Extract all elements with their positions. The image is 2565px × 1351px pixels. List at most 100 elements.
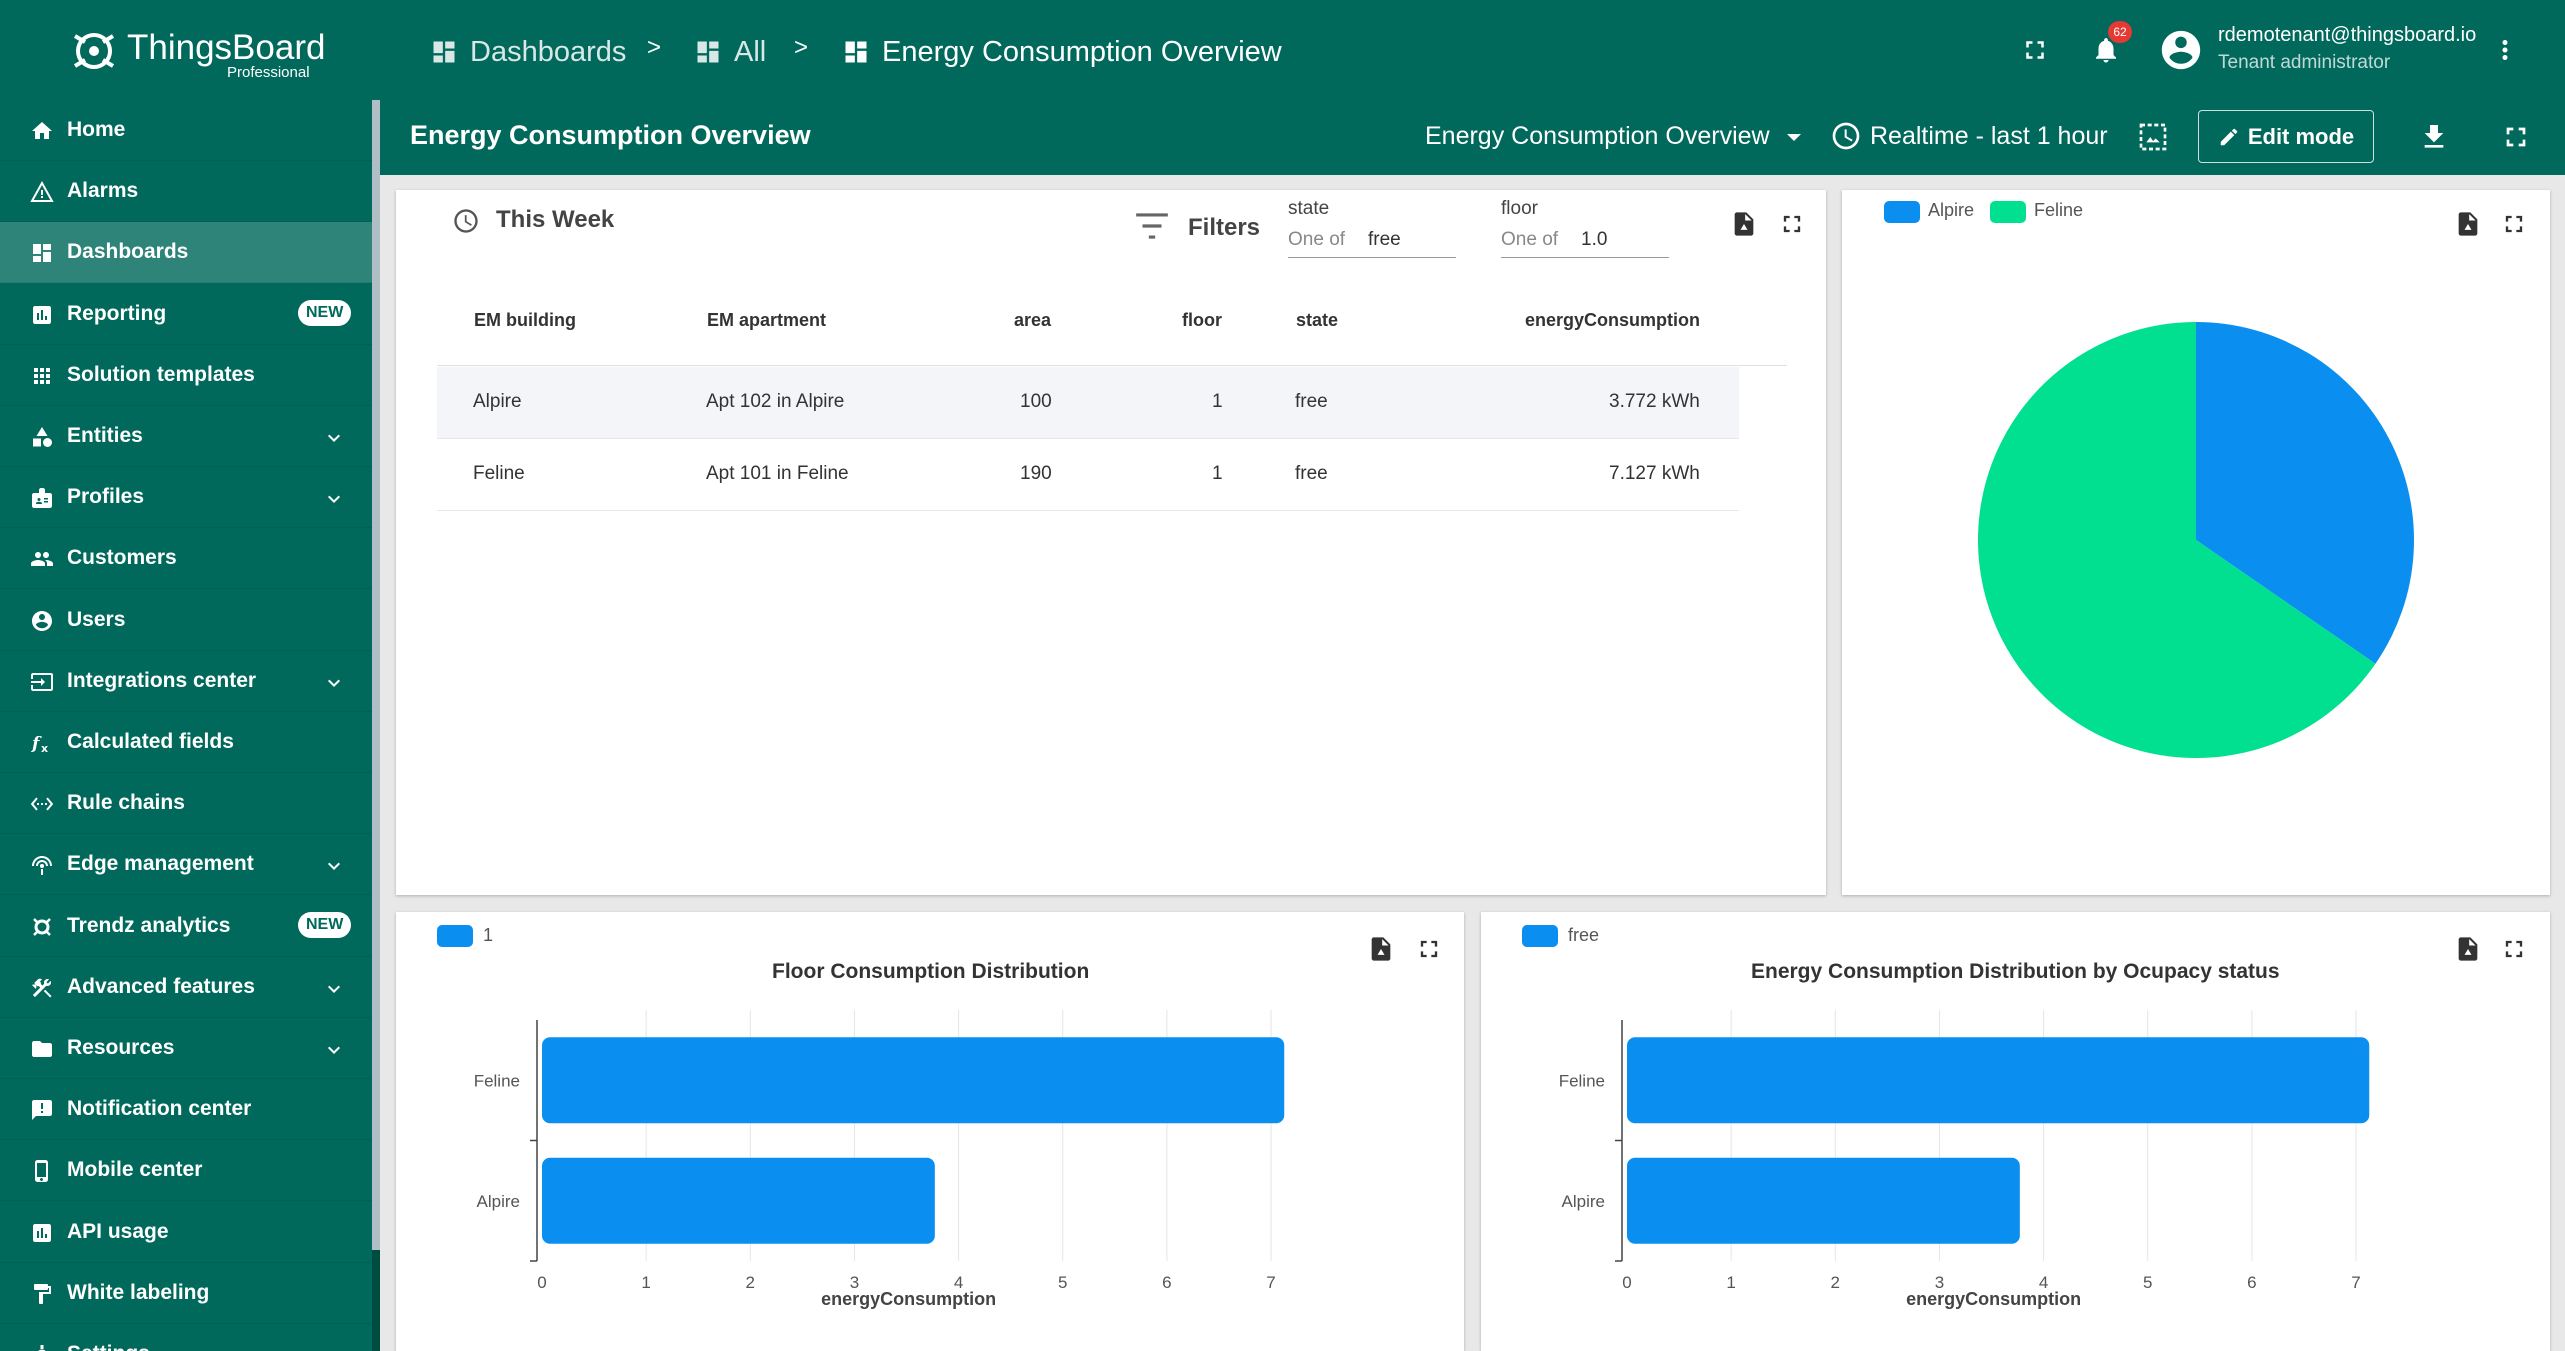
breadcrumb-all[interactable]: All bbox=[694, 32, 766, 72]
chevron-down-icon[interactable] bbox=[322, 671, 346, 695]
filter-icon[interactable] bbox=[1133, 210, 1171, 242]
fullscreen-icon[interactable] bbox=[2500, 935, 2528, 963]
legend-label[interactable]: free bbox=[1568, 925, 1600, 945]
sidebar-item-advanced-features[interactable]: Advanced features bbox=[0, 957, 372, 1018]
logo[interactable]: ThingsBoard Professional bbox=[65, 22, 325, 81]
chevron-down-icon[interactable] bbox=[322, 487, 346, 511]
sidebar-item-label: Rule chains bbox=[67, 791, 185, 815]
sidebar-item-dashboards[interactable]: Dashboards bbox=[0, 222, 372, 284]
fullscreen-icon[interactable] bbox=[2020, 35, 2050, 65]
sidebar-item-alarms[interactable]: Alarms bbox=[0, 161, 372, 223]
chevron-down-icon[interactable] bbox=[322, 854, 346, 878]
dashboard-title: Energy Consumption Overview bbox=[410, 120, 811, 150]
sidebar-item-profiles[interactable]: Profiles bbox=[0, 467, 372, 529]
bar-feline[interactable] bbox=[542, 1037, 1285, 1124]
breadcrumb-dashboards[interactable]: Dashboards bbox=[430, 32, 626, 72]
sidebar-item-label: Reporting bbox=[67, 301, 167, 325]
sidebar-item-home[interactable]: Home bbox=[0, 100, 372, 161]
table-cell: 190 bbox=[1020, 463, 1052, 484]
image-export-icon[interactable] bbox=[2137, 121, 2169, 153]
format-paint-icon bbox=[34, 1283, 51, 1304]
column-header[interactable]: EM building bbox=[474, 310, 576, 330]
legend-swatch-alpire[interactable] bbox=[1884, 201, 1920, 223]
column-header[interactable]: state bbox=[1296, 310, 1339, 330]
x-tick-label: 1 bbox=[641, 1273, 650, 1292]
floor-filter-field[interactable]: floor One of 1.0 bbox=[1501, 196, 1669, 258]
sidebar-item-entities[interactable]: Entities bbox=[0, 406, 372, 467]
table-cell: Feline bbox=[473, 463, 525, 484]
account-circle-icon[interactable] bbox=[2158, 27, 2204, 73]
sidebar-item-rule-chains[interactable]: Rule chains bbox=[0, 773, 372, 835]
fullscreen-icon[interactable] bbox=[1778, 210, 1806, 238]
bar-chart: 0 1 2 3 4 5 6 7 Feline Alpire energyConsumption bbox=[1559, 1010, 2370, 1309]
chevron-down-icon[interactable] bbox=[322, 426, 346, 450]
download-icon[interactable] bbox=[2418, 121, 2450, 153]
timewindow-selector[interactable]: Realtime - last 1 hour bbox=[1830, 120, 2108, 152]
column-header[interactable]: floor bbox=[1182, 310, 1222, 330]
chevron-down-icon[interactable] bbox=[322, 977, 346, 1001]
table-row[interactable] bbox=[437, 439, 1739, 511]
chevron-down-icon[interactable] bbox=[322, 1038, 346, 1062]
bar-alpire[interactable] bbox=[542, 1157, 935, 1244]
table-row[interactable] bbox=[437, 367, 1739, 439]
sidebar-item-reporting[interactable]: Reporting NEW bbox=[0, 284, 372, 345]
sidebar-scrollbar-thumb[interactable] bbox=[372, 100, 380, 1250]
sidebar-item-solution-templates[interactable]: Solution templates bbox=[0, 345, 372, 406]
fullscreen-icon[interactable] bbox=[1415, 935, 1443, 963]
input-icon bbox=[31, 672, 53, 691]
sidebar-item-mobile-center[interactable]: Mobile center bbox=[0, 1140, 372, 1202]
sidebar-item-integrations-center[interactable]: Integrations center bbox=[0, 651, 372, 712]
sidebar-item-users[interactable]: Users bbox=[0, 590, 372, 651]
legend-swatch[interactable] bbox=[1522, 925, 1558, 947]
column-header[interactable]: EM apartment bbox=[707, 310, 827, 330]
more-vert-icon[interactable] bbox=[2490, 35, 2520, 65]
user-name[interactable]: rdemotenant@thingsboard.io bbox=[2218, 24, 2477, 46]
legend-label[interactable]: 1 bbox=[483, 925, 494, 945]
sidebar-item-edge-management[interactable]: Edge management bbox=[0, 834, 372, 896]
sidebar-item-api-usage[interactable]: API usage bbox=[0, 1202, 372, 1263]
fullscreen-icon[interactable] bbox=[2500, 210, 2528, 238]
entity-table-widget bbox=[396, 190, 1826, 895]
bar-alpire[interactable] bbox=[1627, 1157, 2020, 1244]
edit-mode-button[interactable]: Edit mode bbox=[2198, 110, 2374, 163]
column-header[interactable]: energyConsumption bbox=[1525, 310, 1701, 330]
user-role: Tenant administrator bbox=[2218, 52, 2391, 73]
sidebar-item-white-labeling[interactable]: White labeling bbox=[0, 1263, 372, 1324]
legend-label[interactable]: Feline bbox=[2034, 200, 2084, 220]
y-tick-label: Feline bbox=[474, 1071, 520, 1090]
sidebar-item-label: API usage bbox=[67, 1219, 169, 1243]
pie-slice-alpire[interactable] bbox=[2196, 322, 2414, 664]
notifications-icon[interactable] bbox=[2091, 35, 2121, 65]
export-file-icon[interactable] bbox=[1367, 935, 1395, 963]
new-badge: NEW bbox=[298, 911, 352, 938]
pie-slice-feline[interactable] bbox=[1978, 322, 2376, 758]
column-header[interactable]: area bbox=[1014, 310, 1052, 330]
filters-label[interactable]: Filters bbox=[1188, 214, 1261, 241]
fullscreen-icon[interactable] bbox=[2500, 121, 2532, 153]
export-file-icon[interactable] bbox=[2454, 935, 2482, 963]
export-file-icon[interactable] bbox=[1730, 210, 1758, 238]
schedule-icon[interactable] bbox=[452, 207, 480, 235]
bar-feline[interactable] bbox=[1627, 1037, 2370, 1124]
x-tick-label: 6 bbox=[2247, 1273, 2256, 1292]
sidebar-item-customers[interactable]: Customers bbox=[0, 528, 372, 590]
sidebar-item-notification-center[interactable]: Notification center bbox=[0, 1079, 372, 1141]
chart-title: Energy Consumption Distribution by Ocupa… bbox=[1751, 960, 2280, 983]
sidebar-item-calculated-fields[interactable]: f x Calculated fields bbox=[0, 712, 372, 773]
timewindow-title[interactable]: This Week bbox=[496, 206, 615, 233]
floor-bar-chart-widget bbox=[396, 912, 1464, 1351]
sidebar-item-label: Trendz analytics bbox=[67, 913, 231, 937]
sidebar-item-label: Solution templates bbox=[67, 362, 255, 386]
sidebar-item-settings[interactable]: Settings bbox=[0, 1324, 372, 1351]
sidebar-item-resources[interactable]: Resources bbox=[0, 1018, 372, 1079]
dashboard-state-select[interactable]: Energy Consumption Overview bbox=[1425, 122, 1801, 151]
sidebar-item-label: Mobile center bbox=[67, 1158, 203, 1182]
state-filter-field[interactable]: state One of free bbox=[1288, 196, 1456, 258]
sidebar-item-trendz-analytics[interactable]: Trendz analytics NEW bbox=[0, 896, 372, 957]
export-file-icon[interactable] bbox=[2454, 210, 2482, 238]
legend-swatch-feline[interactable] bbox=[1990, 201, 2026, 223]
x-tick-label: 5 bbox=[2143, 1273, 2152, 1292]
legend-swatch[interactable] bbox=[437, 925, 473, 947]
legend-label[interactable]: Alpire bbox=[1928, 200, 1975, 220]
table-cell: Alpire bbox=[473, 391, 522, 412]
